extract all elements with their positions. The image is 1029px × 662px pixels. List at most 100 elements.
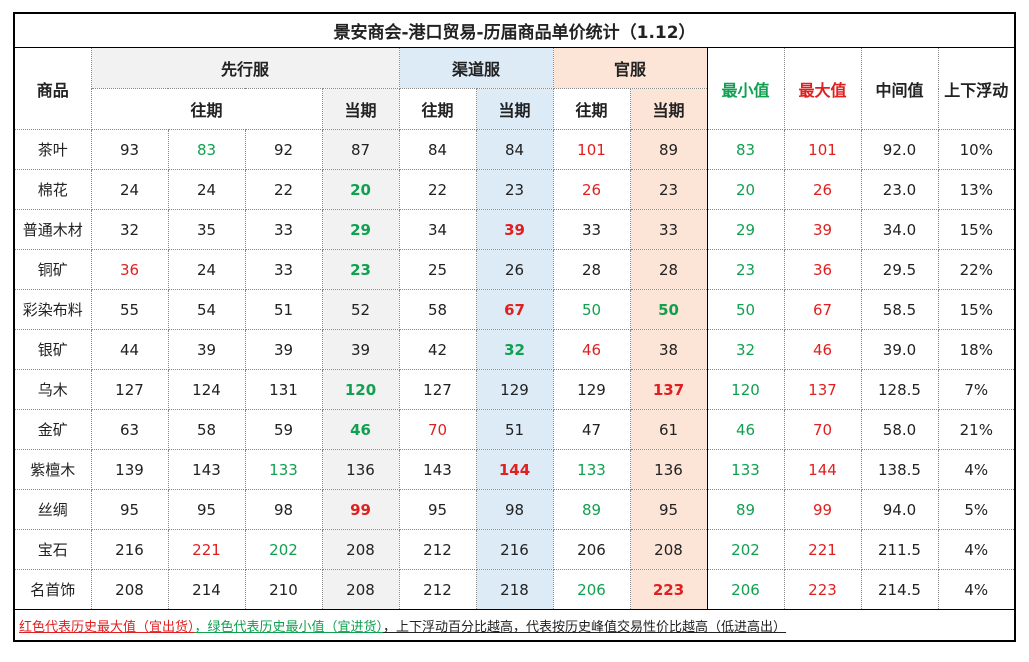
value-cell: 212 — [398, 529, 477, 570]
header-cell: 当期 — [629, 88, 708, 130]
value-cell: 58 — [167, 409, 246, 450]
item-name: 宝石 — [13, 529, 92, 570]
value-cell: 39.0 — [860, 329, 939, 370]
value-cell: 99 — [783, 489, 862, 530]
value-cell: 101 — [783, 129, 862, 170]
value-cell: 50 — [552, 289, 631, 330]
value-cell: 92.0 — [860, 129, 939, 170]
value-cell: 84 — [398, 129, 477, 170]
value-cell: 58 — [398, 289, 477, 330]
value-cell: 5% — [937, 489, 1016, 530]
note-row: 红色代表历史最大值（宜出货），绿色代表历史最小值（宜进货），上下浮动百分比越高，… — [13, 609, 1016, 642]
data-row: 乌木 127 124 131 120 127 129 129 137 120 137 128.5 7% — [13, 369, 1016, 410]
value-cell: 34.0 — [860, 209, 939, 250]
value-cell: 39 — [244, 329, 323, 370]
value-cell: 92 — [244, 129, 323, 170]
value-cell: 36 — [783, 249, 862, 290]
value-cell: 136 — [629, 449, 708, 490]
item-name: 紫檀木 — [13, 449, 92, 490]
value-cell: 133 — [552, 449, 631, 490]
value-cell: 136 — [321, 449, 400, 490]
value-cell: 124 — [167, 369, 246, 410]
value-cell: 22% — [937, 249, 1016, 290]
value-cell: 214.5 — [860, 569, 939, 610]
note-text: 红色代表历史最大值（宜出货） — [19, 619, 195, 635]
value-cell: 39 — [475, 209, 554, 250]
value-cell: 202 — [706, 529, 785, 570]
value-cell: 129 — [475, 369, 554, 410]
value-cell: 46 — [783, 329, 862, 370]
value-cell: 13% — [937, 169, 1016, 210]
value-cell: 23 — [475, 169, 554, 210]
value-cell: 208 — [629, 529, 708, 570]
header-cell: 商品 — [13, 47, 92, 130]
value-cell: 23.0 — [860, 169, 939, 210]
value-cell: 33 — [552, 209, 631, 250]
data-row: 普通木材 32 35 33 29 34 39 33 33 29 39 34.0 15% — [13, 209, 1016, 250]
value-cell: 216 — [90, 529, 169, 570]
value-cell: 35 — [167, 209, 246, 250]
value-cell: 94.0 — [860, 489, 939, 530]
value-cell: 206 — [552, 529, 631, 570]
value-cell: 208 — [321, 569, 400, 610]
value-cell: 61 — [629, 409, 708, 450]
value-cell: 131 — [244, 369, 323, 410]
data-row: 彩染布料 55 54 51 52 58 67 50 50 50 67 58.5 15% — [13, 289, 1016, 330]
value-cell: 211.5 — [860, 529, 939, 570]
value-cell: 38 — [629, 329, 708, 370]
server-header: 渠道服 — [398, 47, 554, 89]
header-row: 往期 当期 往期 当期 往期 当期 — [14, 88, 1015, 130]
value-cell: 39 — [783, 209, 862, 250]
value-cell: 20 — [321, 169, 400, 210]
value-cell: 133 — [706, 449, 785, 490]
item-name: 铜矿 — [13, 249, 92, 290]
value-cell: 89 — [706, 489, 785, 530]
value-cell: 50 — [706, 289, 785, 330]
header-cell: 当期 — [321, 88, 400, 130]
note-text: ，绿色代表历史最小值（宜进货） — [194, 619, 384, 635]
value-cell: 4% — [937, 529, 1016, 570]
value-cell: 4% — [937, 449, 1016, 490]
item-name: 名首饰 — [13, 569, 92, 610]
value-cell: 58.5 — [860, 289, 939, 330]
value-cell: 95 — [90, 489, 169, 530]
value-cell: 24 — [167, 249, 246, 290]
value-cell: 212 — [398, 569, 477, 610]
value-cell: 83 — [706, 129, 785, 170]
header-cell: 中间值 — [860, 47, 939, 130]
value-cell: 24 — [167, 169, 246, 210]
value-cell: 144 — [783, 449, 862, 490]
value-cell: 70 — [398, 409, 477, 450]
value-cell: 7% — [937, 369, 1016, 410]
value-cell: 36 — [90, 249, 169, 290]
value-cell: 98 — [475, 489, 554, 530]
data-row: 紫檀木 139 143 133 136 143 144 133 136 133 144 138.5 4% — [13, 449, 1016, 490]
value-cell: 29.5 — [860, 249, 939, 290]
value-cell: 23 — [321, 249, 400, 290]
value-cell: 51 — [244, 289, 323, 330]
item-name: 棉花 — [13, 169, 92, 210]
value-cell: 144 — [475, 449, 554, 490]
item-name: 彩染布料 — [13, 289, 92, 330]
value-cell: 210 — [244, 569, 323, 610]
value-cell: 33 — [244, 209, 323, 250]
value-cell: 84 — [475, 129, 554, 170]
data-row: 名首饰 208 214 210 208 212 218 206 223 206 223 214.5 4% — [13, 569, 1016, 610]
title-row: 景安商会-港口贸易-历届商品单价统计（1.12） — [13, 12, 1016, 48]
value-cell: 46 — [552, 329, 631, 370]
value-cell: 39 — [321, 329, 400, 370]
value-cell: 26 — [475, 249, 554, 290]
item-name: 乌木 — [13, 369, 92, 410]
value-cell: 218 — [475, 569, 554, 610]
value-cell: 120 — [706, 369, 785, 410]
value-cell: 39 — [167, 329, 246, 370]
value-cell: 202 — [244, 529, 323, 570]
value-cell: 29 — [706, 209, 785, 250]
value-cell: 89 — [629, 129, 708, 170]
server-header: 先行服 — [90, 47, 400, 89]
value-cell: 58.0 — [860, 409, 939, 450]
item-name: 普通木材 — [13, 209, 92, 250]
value-cell: 67 — [783, 289, 862, 330]
value-cell: 127 — [398, 369, 477, 410]
value-cell: 127 — [90, 369, 169, 410]
